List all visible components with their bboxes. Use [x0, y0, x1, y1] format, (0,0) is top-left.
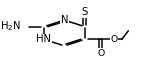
Text: N: N	[61, 15, 68, 25]
Text: H$_2$N: H$_2$N	[0, 20, 21, 33]
Text: HN: HN	[36, 34, 51, 44]
Text: O: O	[110, 35, 117, 44]
Text: O: O	[97, 49, 104, 58]
Text: S: S	[81, 7, 88, 17]
